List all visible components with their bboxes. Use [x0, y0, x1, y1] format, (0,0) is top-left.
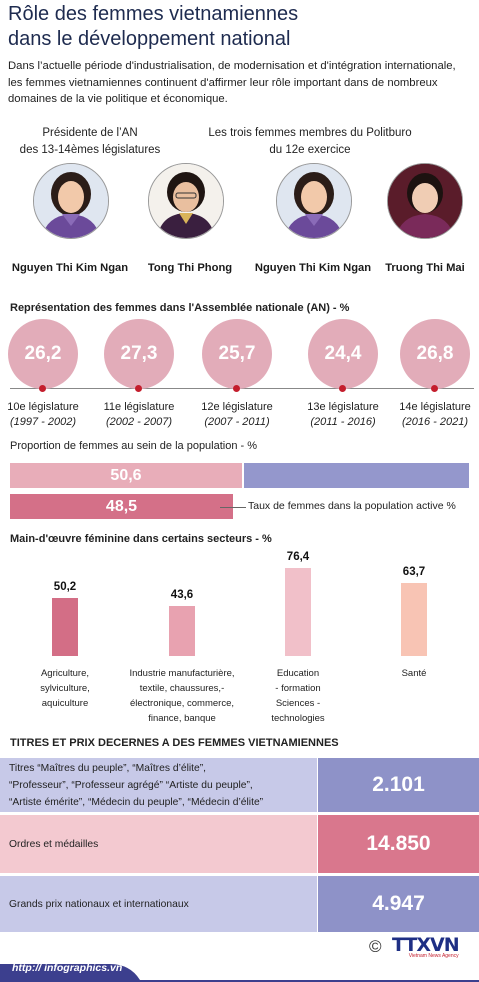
leader-name-3: Nguyen Thi Kim Ngan	[254, 262, 372, 274]
category-line: électronique, commerce,	[129, 698, 235, 709]
timeline-dot	[135, 385, 142, 392]
timeline-dot	[39, 385, 46, 392]
category-line: Sciences -	[275, 698, 321, 709]
award-label-cell: Grands prix nationaux et internationaux	[0, 876, 317, 932]
legislature-label: 13e législature	[307, 401, 379, 413]
legislature-label: 10e législature	[7, 401, 79, 413]
politburo-heading-line1: Les trois femmes membres du Politburo	[208, 127, 412, 139]
workforce-bar	[401, 583, 427, 656]
assembly-value-circle: 27,3	[104, 319, 174, 389]
workforce-category-label: Agriculture, sylviculture, aquiculture	[7, 666, 123, 711]
ttxvn-logo: TTXVN Vietnam News Agency	[392, 934, 460, 959]
assembly-heading: Représentation des femmes dans l'Assembl…	[10, 302, 350, 314]
category-line: - formation	[275, 683, 321, 694]
legislature-years: (1997 - 2002)	[9, 416, 77, 428]
portrait-truong-thi-mai	[387, 163, 463, 239]
politburo-heading: Les trois femmes membres du Politburo du…	[190, 125, 430, 159]
assembly-legislature: 14e législature (2016 - 2021)	[380, 400, 479, 430]
active-label-connector	[220, 507, 246, 508]
assembly-legislature: 13e législature (2011 - 2016)	[288, 400, 398, 430]
footer: http:// infographics.vn	[0, 958, 479, 982]
award-row: Titres “Maîtres du peuple”, “Maîtres d’é…	[0, 758, 479, 812]
male-share-bar	[244, 463, 469, 488]
president-heading-line1: Présidente de l’AN	[42, 127, 138, 139]
timeline-dot	[431, 385, 438, 392]
active-population-label: Taux de femmes dans la population active…	[248, 500, 456, 512]
timeline-dot	[339, 385, 346, 392]
legislature-label: 12e législature	[201, 401, 273, 413]
leader-name-2: Tong Thi Phong	[147, 262, 233, 274]
workforce-bar	[285, 568, 311, 656]
category-line: aquiculture	[41, 698, 89, 709]
active-population-bar: 48,5	[10, 494, 233, 519]
award-label-cell: Ordres et médailles	[0, 815, 317, 873]
workforce-value-label: 63,7	[402, 566, 426, 578]
president-heading-line2: des 13-14èmes législatures	[19, 144, 161, 156]
assembly-legislature: 10e législature (1997 - 2002)	[0, 400, 98, 430]
page-title: Rôle des femmes vietnamiennes dans le dé…	[8, 2, 478, 52]
award-label-line: “Artiste émérite”, “Médecin du peuple”, …	[9, 796, 264, 808]
portrait-tong-thi-phong	[148, 163, 224, 239]
portrait-nguyen-thi-kim-ngan	[33, 163, 109, 239]
intro-paragraph: Dans l’actuelle période d'industrialisat…	[8, 60, 456, 105]
assembly-legislature: 12e législature (2007 - 2011)	[182, 400, 292, 430]
category-line: textile, chaussures,-	[139, 683, 225, 694]
award-label-cell: Titres “Maîtres du peuple”, “Maîtres d’é…	[0, 758, 317, 812]
award-label-line: Grands prix nationaux et internationaux	[9, 898, 189, 910]
category-line: Industrie manufacturière,	[129, 668, 235, 679]
category-line: Agriculture,	[40, 668, 90, 679]
legislature-years: (2007 - 2011)	[204, 416, 270, 428]
leader-name-1: Nguyen Thi Kim Ngan	[11, 262, 129, 274]
award-value-cell: 2.101	[318, 758, 479, 812]
assembly-value-circle: 26,2	[8, 319, 78, 389]
workforce-bar	[169, 606, 195, 656]
portrait-nguyen-thi-kim-ngan-2	[276, 163, 352, 239]
assembly-legislature: 11e législature (2002 - 2007)	[84, 400, 194, 430]
title-line-1: Rôle des femmes vietnamiennes	[8, 3, 299, 25]
source-link[interactable]: http:// infographics.vn	[12, 962, 123, 974]
logo-text: TTXVN	[392, 934, 460, 956]
workforce-category-label: Education - formation Sciences - technologi…	[240, 666, 356, 726]
award-label-line: Titres “Maîtres du peuple”, “Maîtres d’é…	[9, 762, 207, 774]
population-heading: Proportion de femmes au sein de la popul…	[10, 440, 258, 452]
awards-heading: TITRES ET PRIX DECERNES A DES FEMMES VIE…	[10, 737, 339, 749]
award-row: Ordres et médailles 14.850	[0, 815, 479, 873]
president-heading: Présidente de l’AN des 13-14èmes législa…	[10, 125, 170, 159]
workforce-value-label: 76,4	[286, 551, 310, 563]
title-line-2: dans le développement national	[8, 28, 291, 50]
legislature-years: (2011 - 2016)	[310, 416, 376, 428]
workforce-value-label: 43,6	[170, 589, 194, 601]
timeline-dot	[233, 385, 240, 392]
award-label-line: Ordres et médailles	[9, 838, 99, 850]
workforce-category-label: Santé	[356, 666, 472, 681]
logo-subtext: Vietnam News Agency	[408, 953, 459, 959]
category-line: sylviculture,	[40, 683, 90, 694]
category-line: technologies	[271, 713, 325, 724]
assembly-value-circle: 26,8	[400, 319, 470, 389]
workforce-category-label: Industrie manufacturière, textile, chauss…	[124, 666, 240, 726]
legislature-years: (2016 - 2021)	[401, 416, 469, 428]
politburo-heading-line2: du 12e exercice	[269, 144, 351, 156]
female-share-bar: 50,6	[10, 463, 242, 488]
workforce-chart-title: Main-d'œuvre féminine dans certains sect…	[10, 533, 272, 545]
award-label-line: “Professeur”, “Professeur agrégé” “Artis…	[9, 779, 253, 791]
category-line: Santé	[401, 668, 427, 679]
category-line: finance, banque	[148, 713, 216, 724]
legislature-years: (2002 - 2007)	[105, 416, 173, 428]
category-line: Education	[276, 668, 320, 679]
award-value-cell: 14.850	[318, 815, 479, 873]
award-value-cell: 4.947	[318, 876, 479, 932]
award-row: Grands prix nationaux et internationaux 4…	[0, 876, 479, 932]
workforce-bar	[52, 598, 78, 656]
legislature-label: 11e législature	[103, 401, 175, 413]
assembly-value-circle: 24,4	[308, 319, 378, 389]
leader-name-4: Truong Thi Mai	[385, 262, 465, 274]
legislature-label: 14e législature	[399, 401, 471, 413]
footer-band	[0, 964, 479, 982]
assembly-value-circle: 25,7	[202, 319, 272, 389]
copyright-icon: ©	[369, 937, 382, 956]
workforce-value-label: 50,2	[53, 581, 77, 593]
